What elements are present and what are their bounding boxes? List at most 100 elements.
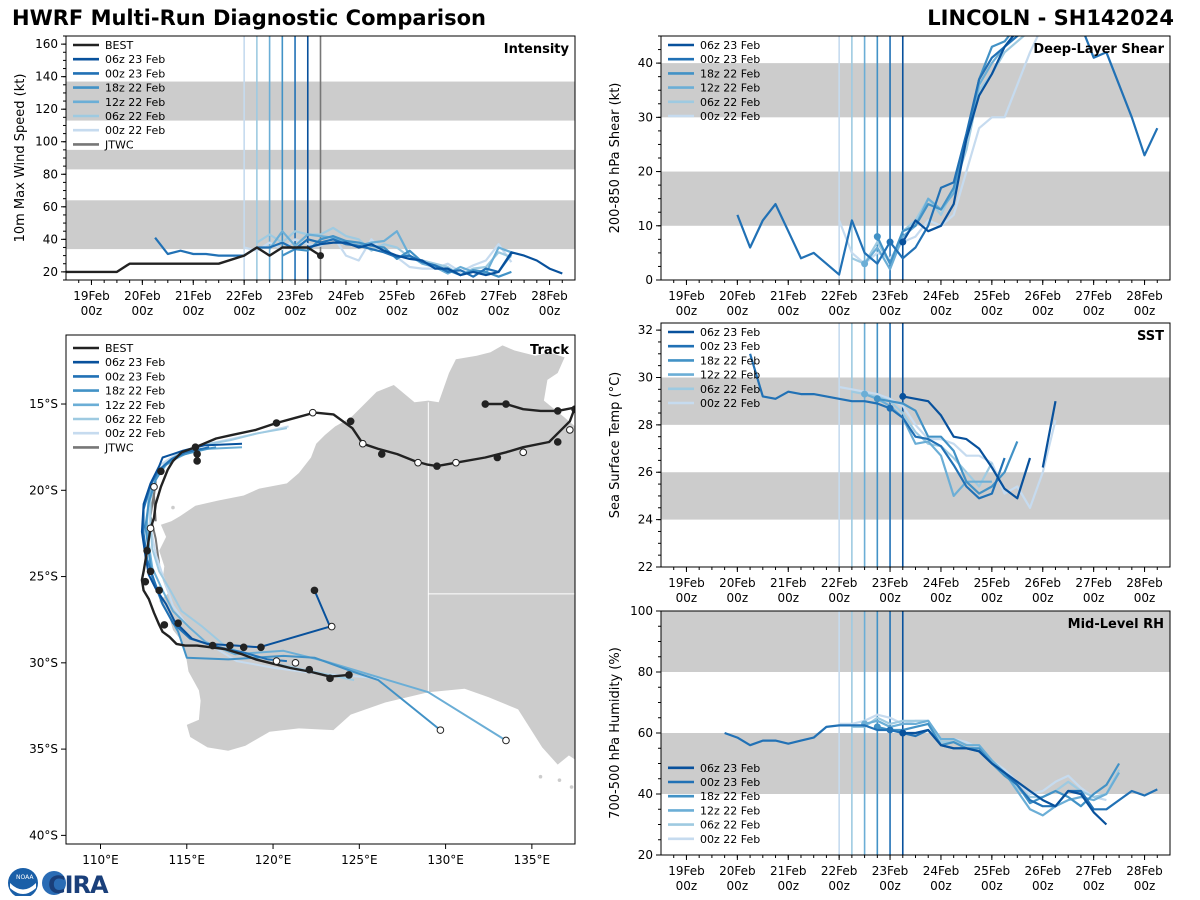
shear-panel: 01020304019Feb00z20Feb00z21Feb00z22Feb00… (608, 35, 1171, 318)
track-marker (414, 458, 422, 467)
sst-band (661, 377, 1170, 425)
sst-xtick-label: 19Feb (668, 576, 705, 590)
sst-ytick-label: 22 (638, 560, 653, 574)
track-marker (327, 622, 336, 631)
intensity-legend-label: 00z 23 Feb (105, 67, 165, 80)
track-marker (502, 400, 510, 408)
track-marker (272, 419, 281, 427)
sst-ytick-label: 30 (638, 370, 653, 384)
intensity-ytick-label: 140 (35, 70, 58, 84)
intensity-series-line (66, 246, 322, 274)
track-legend-label: JTWC (104, 441, 134, 454)
track-marker (150, 483, 158, 491)
track-marker (174, 619, 182, 627)
rh-xtick-label: 00z (676, 879, 698, 893)
rh-legend-label: 06z 23 Feb (700, 762, 760, 775)
shear-xtick-label: 00z (930, 304, 952, 318)
intensity-series-marker (317, 252, 324, 260)
sst-series-line (749, 353, 1006, 500)
rh-xtick-label: 00z (1083, 879, 1105, 893)
sst-xtick-label: 24Feb (923, 576, 960, 590)
shear-band (661, 171, 1170, 226)
sst-ytick-label: 28 (638, 418, 653, 432)
track-end-marker (436, 726, 445, 734)
rh-xtick-label: 21Feb (770, 864, 807, 878)
rh-xtick-label: 00z (1134, 879, 1156, 893)
track-marker (377, 450, 386, 458)
shear-ytick-label: 40 (638, 56, 653, 70)
intensity-legend-label: BEST (105, 39, 133, 52)
track-marker (155, 586, 163, 595)
track-marker (272, 657, 281, 665)
rh-xtick-label: 23Feb (872, 864, 909, 878)
intensity-ytick-label: 120 (35, 102, 58, 116)
track-marker (305, 665, 314, 674)
shear-legend-label: 00z 23 Feb (700, 53, 760, 66)
track-marker (146, 567, 155, 576)
rh-legend-label: 12z 22 Feb (700, 804, 760, 817)
intensity-xtick-label: 23Feb (277, 289, 314, 303)
sst-legend-label: 00z 23 Feb (700, 340, 760, 353)
sst-legend-label: 12z 22 Feb (700, 369, 760, 382)
rh-series-line (902, 728, 1108, 826)
shear-series-marker (899, 238, 907, 246)
intensity-legend-label: 00z 22 Feb (105, 124, 165, 137)
rh-xtick-label: 22Feb (821, 864, 858, 878)
track-legend-label: 18z 22 Feb (105, 385, 165, 398)
intensity-ytick-label: 40 (43, 232, 58, 246)
track-line (149, 480, 161, 565)
track-legend-label: 06z 22 Feb (105, 413, 165, 426)
noaa-logo-text: NOAA (16, 874, 34, 881)
sst-xtick-label: 00z (777, 591, 799, 605)
rh-plot-area (661, 611, 1170, 855)
shear-xtick-label: 00z (727, 304, 749, 318)
rh-xtick-label: 24Feb (923, 864, 960, 878)
intensity-xtick-label: 27Feb (480, 289, 517, 303)
rh-ytick-label: 60 (638, 726, 653, 740)
rh-band (661, 611, 1170, 672)
shear-legend-label: 12z 22 Feb (700, 82, 760, 95)
sst-series-line (877, 397, 1019, 495)
rh-legend-label: 06z 22 Feb (700, 819, 760, 832)
track-legend-label: 06z 23 Feb (105, 356, 165, 369)
intensity-xtick-label: 00z (81, 304, 103, 318)
intensity-xtick-label: 00z (284, 304, 306, 318)
rh-title: Mid-Level RH (1068, 617, 1164, 632)
sst-band (661, 472, 1170, 520)
track-title: Track (530, 343, 569, 358)
track-marker (226, 641, 234, 650)
track-marker (310, 586, 319, 595)
rh-legend-label: 00z 23 Feb (700, 776, 760, 789)
rh-series-line (864, 719, 1121, 817)
sst-series-marker (861, 390, 869, 398)
rh-ytick-label: 100 (630, 604, 653, 618)
track-marker (346, 417, 355, 426)
track-marker (433, 462, 441, 470)
rh-xtick-label: 00z (828, 879, 850, 893)
rh-xtick-label: 26Feb (1024, 864, 1061, 878)
rh-ylabel: 700-500 hPa Humidity (%) (608, 647, 623, 819)
track-marker (193, 457, 201, 465)
track-marker (481, 400, 490, 408)
sst-xtick-label: 00z (1083, 591, 1105, 605)
track-marker (345, 671, 353, 679)
rh-xtick-label: 28Feb (1126, 864, 1163, 878)
track-marker (291, 659, 300, 667)
sst-ytick-label: 32 (638, 323, 653, 337)
sst-series-marker (899, 392, 907, 400)
storm-id-title: LINCOLN - SH142024 (927, 6, 1174, 30)
track-legend-label: BEST (105, 342, 133, 355)
rh-ytick-label: 40 (638, 787, 653, 801)
intensity-xtick-label: 00z (488, 304, 510, 318)
sst-series-line (864, 393, 992, 497)
sst-ytick-label: 26 (638, 465, 653, 479)
shear-ytick-label: 10 (638, 219, 653, 233)
intensity-xtick-label: 22Feb (226, 289, 263, 303)
track-ytick-label: 20°S (29, 483, 58, 497)
track-end-marker (502, 736, 510, 745)
shear-xtick-label: 20Feb (719, 289, 756, 303)
rh-legend-label: 18z 22 Feb (700, 790, 760, 803)
sst-legend-label: 18z 22 Feb (700, 354, 760, 367)
rh-series-marker (899, 729, 907, 737)
intensity-legend-label: JTWC (104, 138, 134, 151)
